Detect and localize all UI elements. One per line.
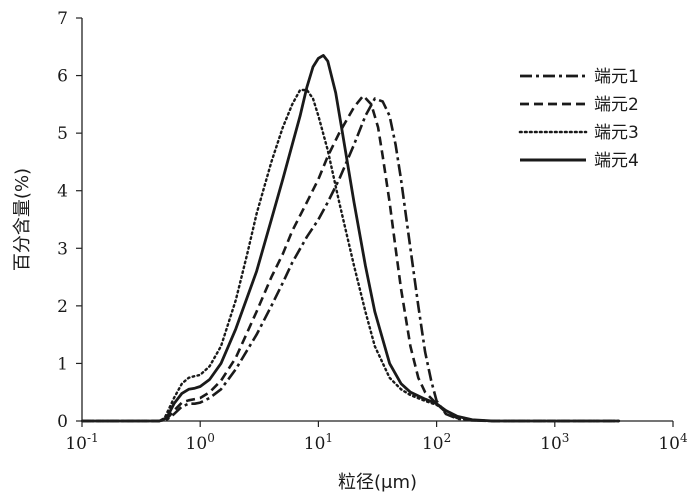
legend-label-2: 端元2: [594, 95, 639, 115]
x-tick-label: 101: [304, 431, 333, 454]
y-tick-label: 7: [57, 9, 68, 29]
y-tick-label: 6: [57, 67, 68, 87]
y-tick-label: 3: [57, 239, 68, 259]
series-line-4: [82, 54, 620, 423]
y-tick-label: 5: [57, 124, 68, 144]
y-tick-label: 1: [57, 354, 68, 374]
series-line-2: [82, 94, 620, 423]
legend-label-1: 端元1: [594, 67, 639, 87]
y-tick-label: 2: [57, 297, 68, 317]
y-axis-title: 百分含量(%): [12, 168, 33, 271]
y-tick-label: 0: [57, 412, 68, 432]
series-lines: [80, 54, 621, 423]
axes: [81, 18, 673, 422]
legend: 端元1 端元2 端元3 端元4: [518, 67, 639, 171]
legend-label-3: 端元3: [594, 123, 639, 143]
series-line-1: [82, 97, 620, 423]
series-line-3: [80, 88, 621, 423]
y-ticks: 0 1 2 3 4 5 6 7: [57, 9, 82, 432]
x-tick-label: 10-1: [65, 431, 98, 454]
x-tick-label: 104: [658, 431, 688, 454]
x-tick-label: 100: [186, 431, 215, 454]
x-tick-label: 103: [540, 431, 569, 454]
legend-label-4: 端元4: [594, 151, 639, 171]
x-axis-title: 粒径(μm): [338, 472, 417, 493]
x-tick-label: 102: [422, 431, 451, 454]
x-ticks: 10-1 100 101 102 103 104: [65, 421, 688, 454]
y-tick-label: 4: [57, 182, 68, 202]
